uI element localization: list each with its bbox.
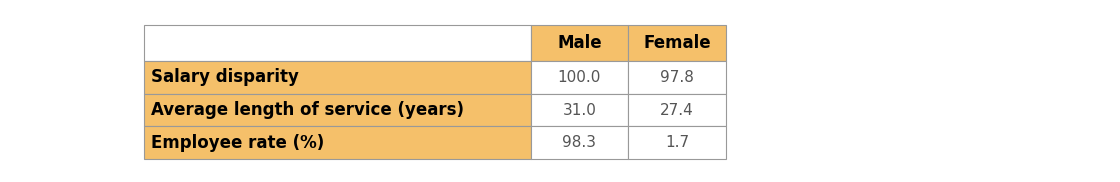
Text: 98.3: 98.3 (562, 135, 597, 150)
Text: Salary disparity: Salary disparity (151, 68, 299, 86)
Bar (144, 94, 531, 126)
Text: 1.7: 1.7 (665, 135, 689, 150)
Bar (144, 126, 531, 159)
Text: Average length of service (years): Average length of service (years) (151, 101, 465, 119)
Text: Employee rate (%): Employee rate (%) (151, 134, 325, 152)
Bar (628, 94, 726, 126)
Bar (144, 61, 531, 94)
Text: Female: Female (643, 34, 711, 52)
Text: 100.0: 100.0 (558, 70, 601, 85)
Text: 31.0: 31.0 (562, 103, 596, 118)
Bar (531, 126, 628, 159)
Text: Male: Male (557, 34, 601, 52)
Bar (628, 126, 726, 159)
Bar (531, 94, 628, 126)
Bar (628, 61, 726, 94)
Bar (628, 25, 726, 61)
Bar (531, 25, 628, 61)
Text: 97.8: 97.8 (660, 70, 694, 85)
Bar (531, 61, 628, 94)
Text: 27.4: 27.4 (660, 103, 694, 118)
Bar (144, 25, 531, 61)
